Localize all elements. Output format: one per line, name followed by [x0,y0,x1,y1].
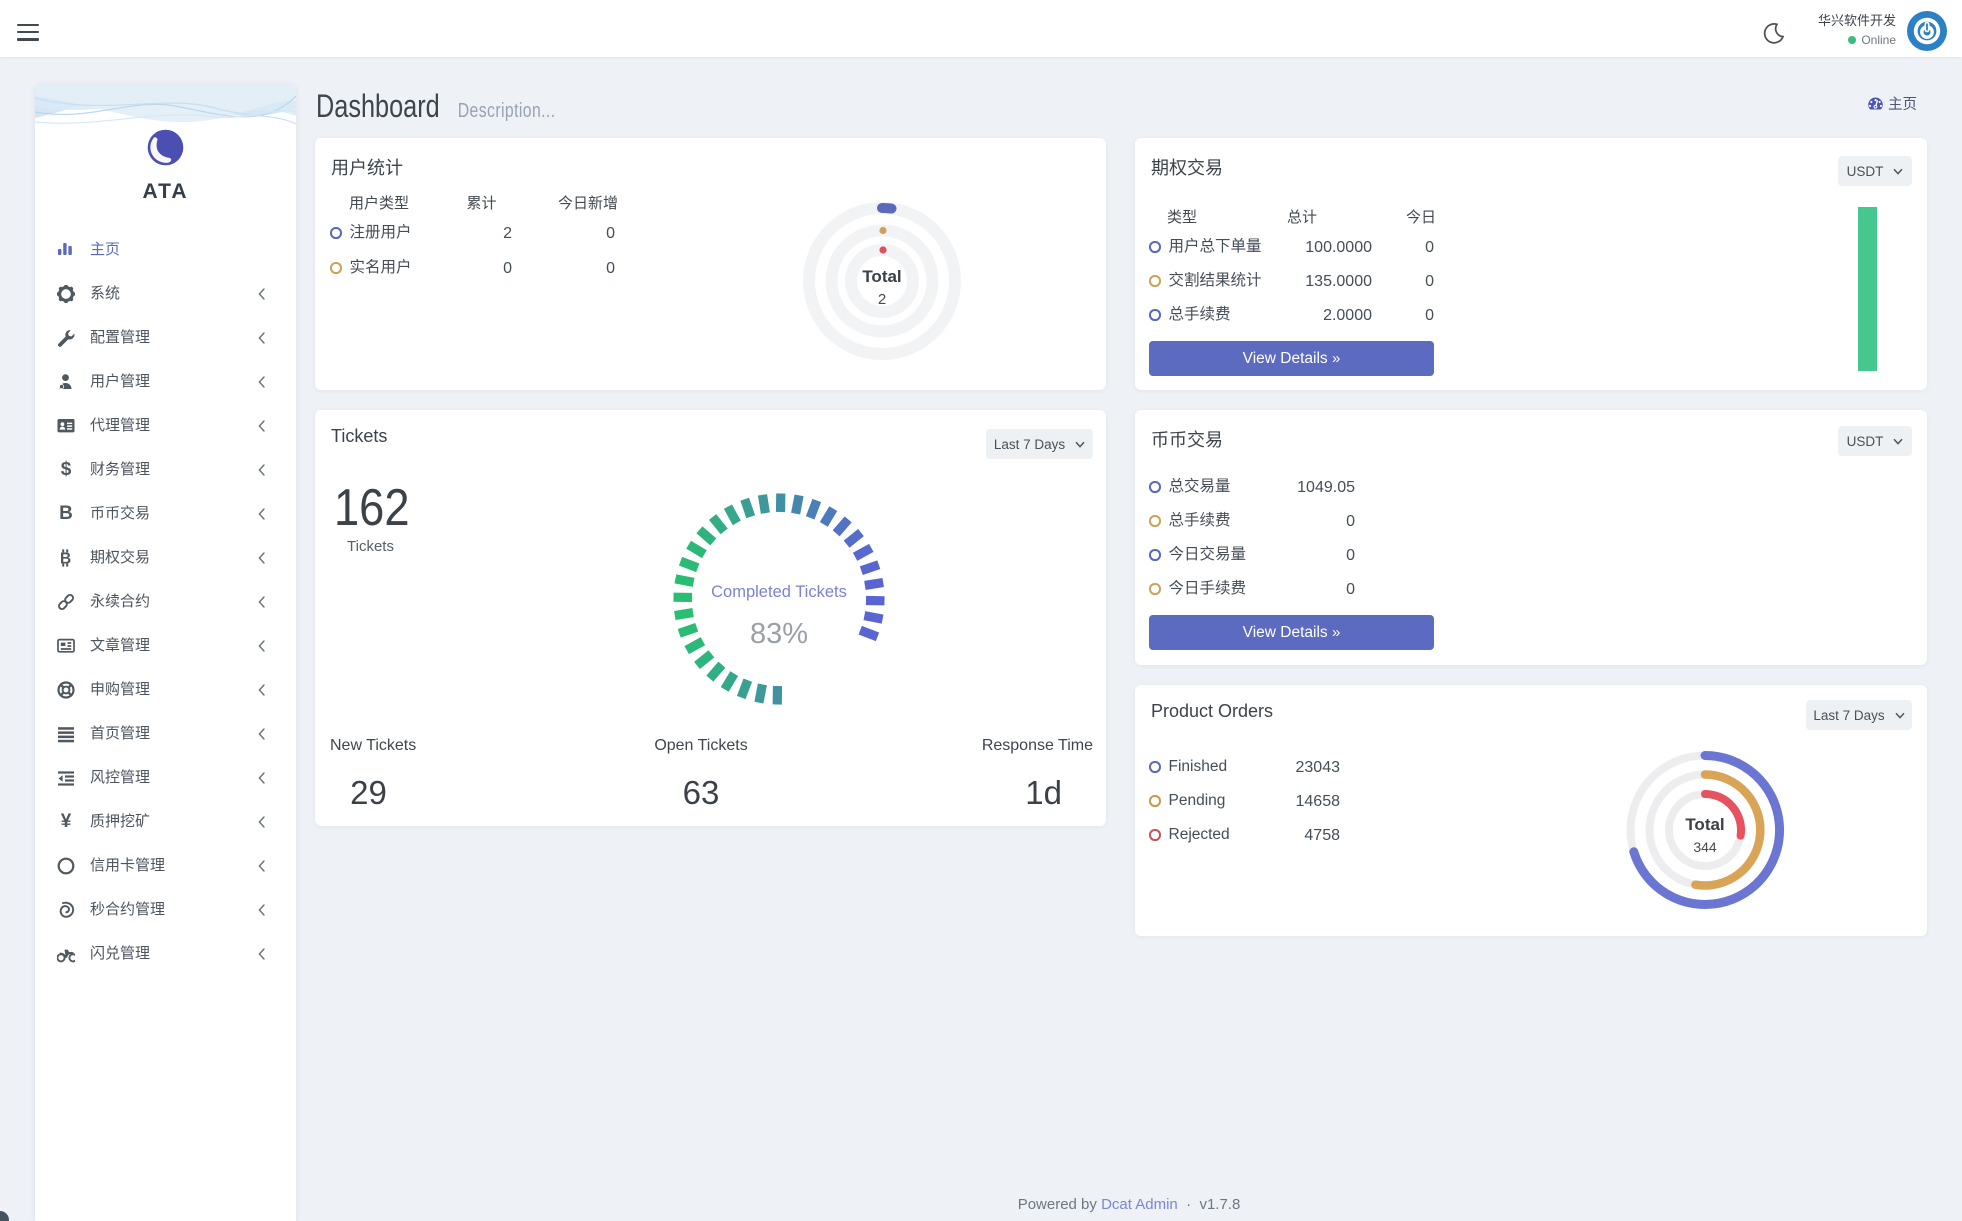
svg-text:B: B [60,550,71,567]
